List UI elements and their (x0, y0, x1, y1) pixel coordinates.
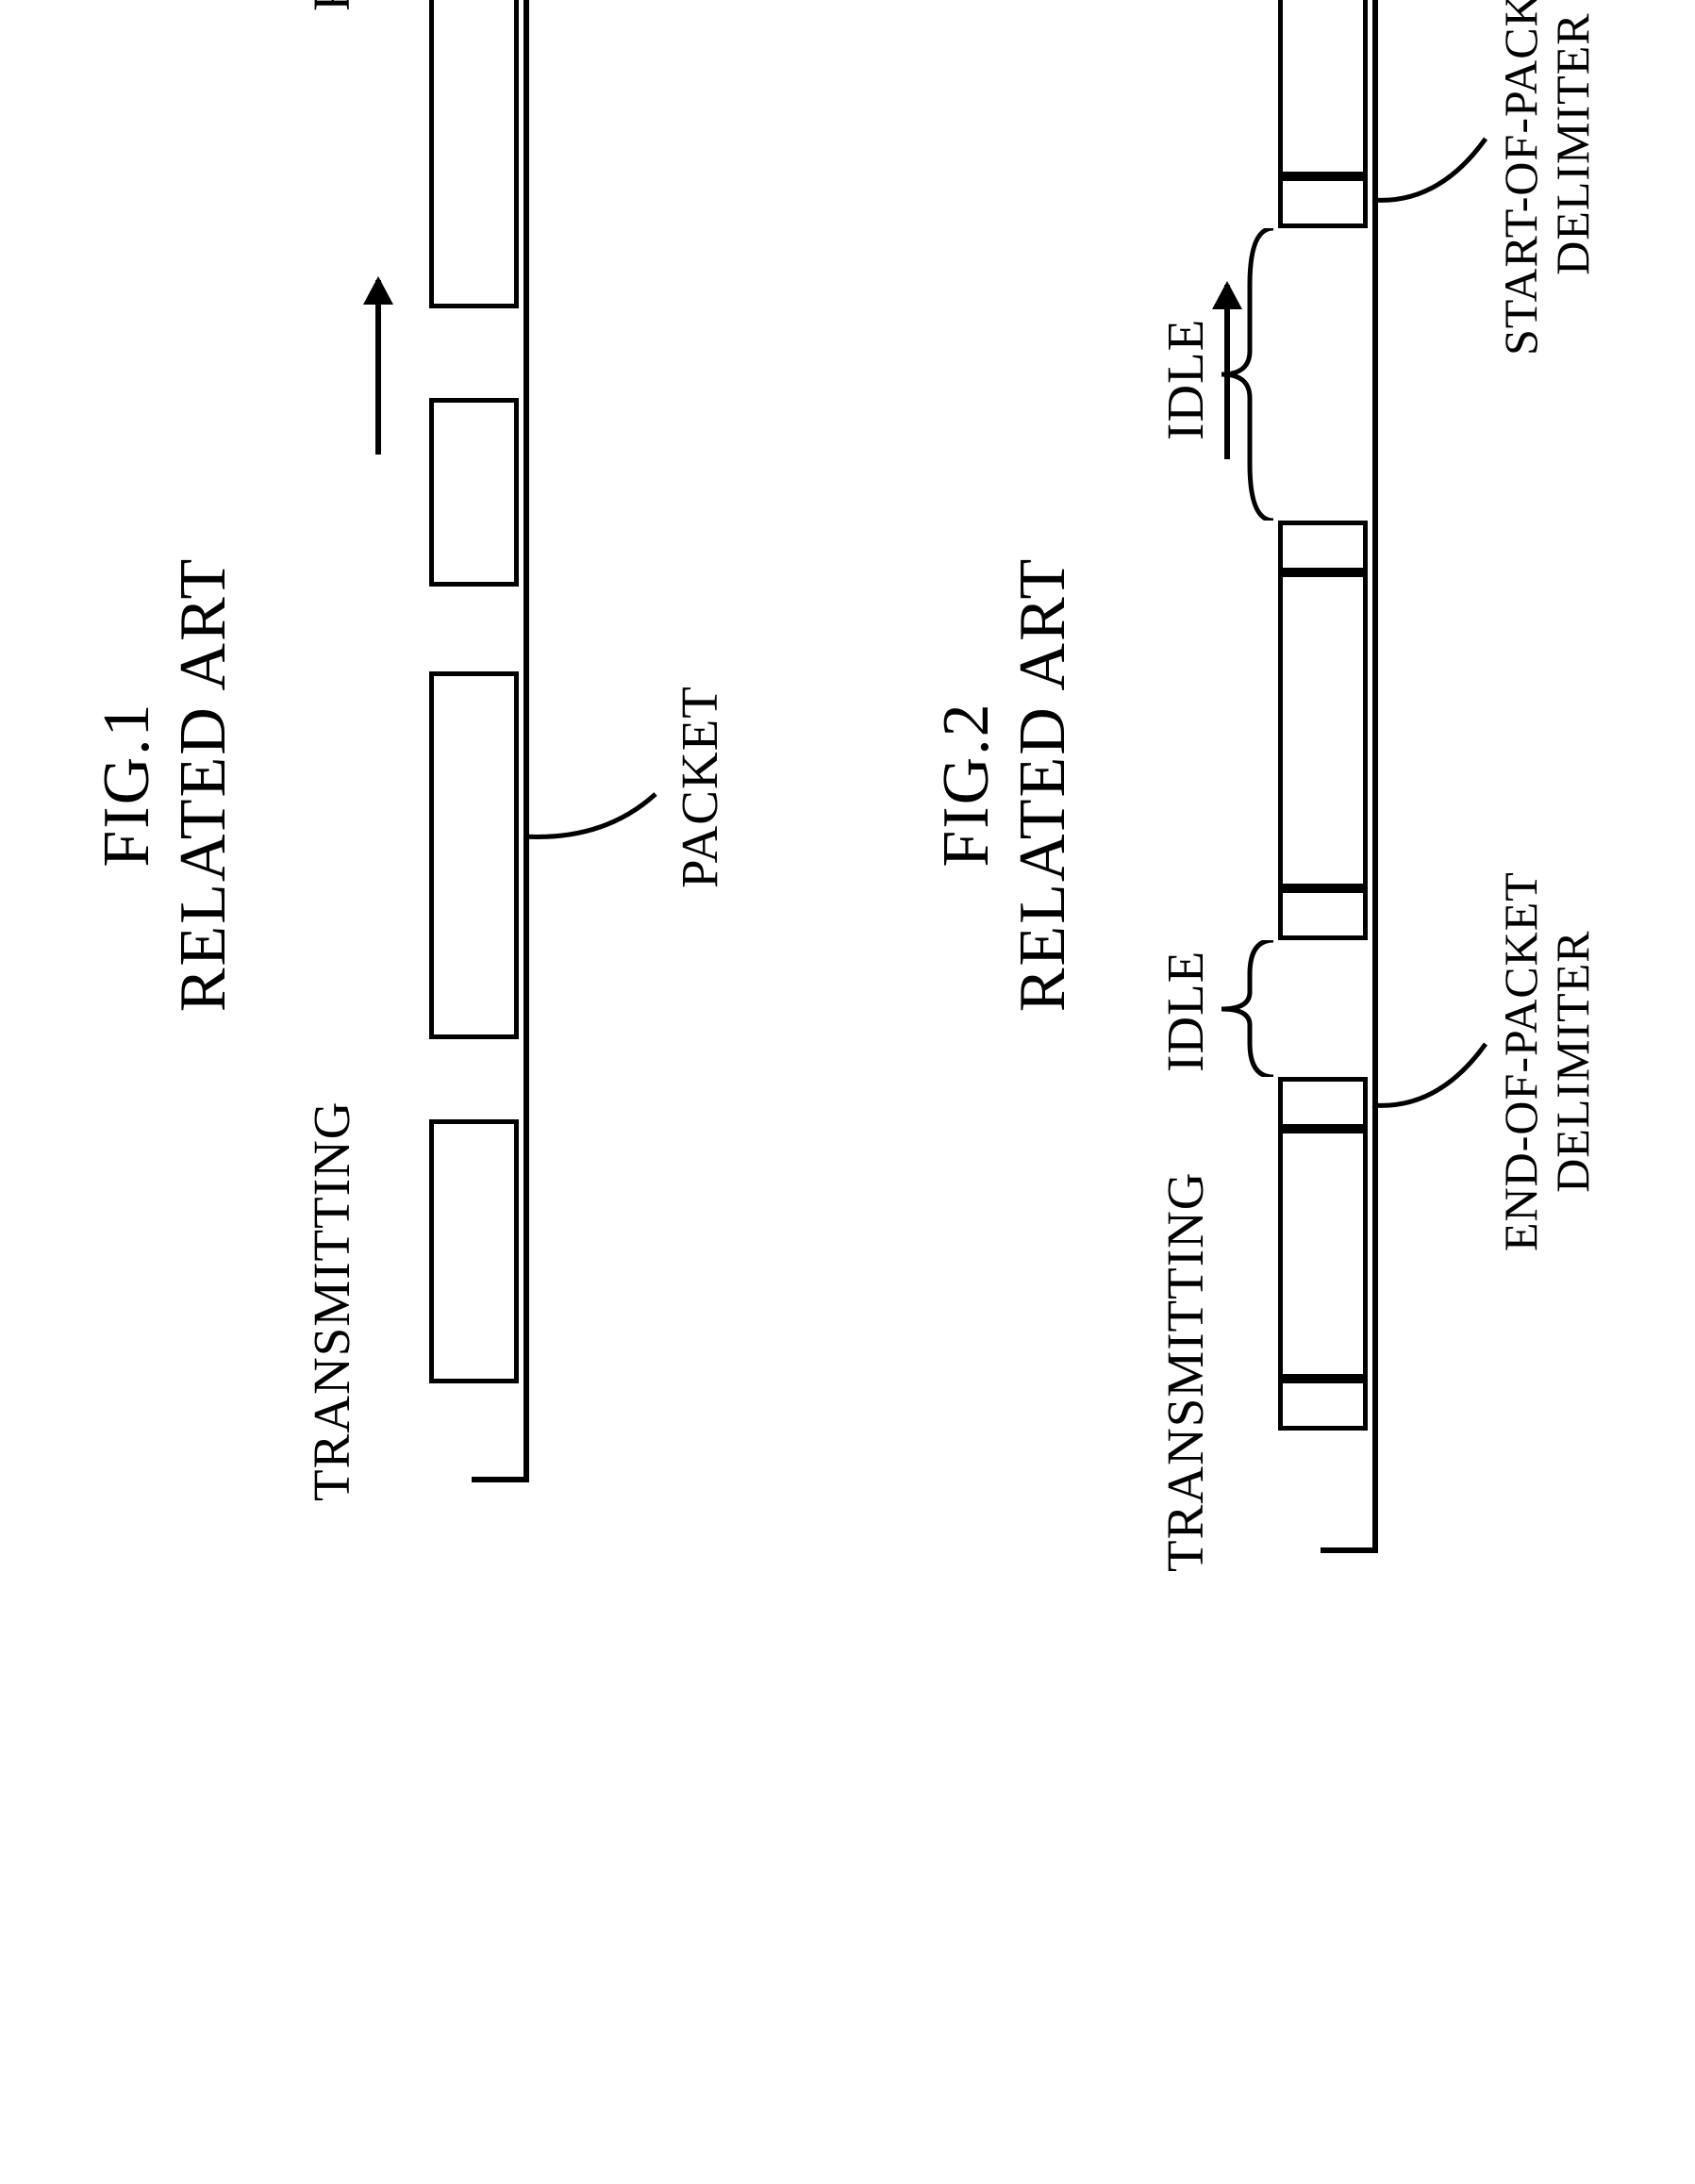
fig2-eop-line2: DELIMITER (1546, 930, 1599, 1192)
fig2-title: FIG.2 RELATED ART (929, 557, 1081, 1013)
fig1-receiving-label: RECEIVING (302, 0, 361, 11)
fig1-timeline (523, 0, 529, 1482)
fig1-title-line1: FIG.1 (91, 702, 163, 867)
fig1-title-line2: RELATED ART (167, 557, 240, 1013)
fig1-title: FIG.1 RELATED ART (90, 557, 241, 1013)
fig2-title-line2: RELATED ART (1006, 557, 1079, 1013)
fig2-delimiter (1278, 176, 1368, 228)
fig2-eop-label: END-OF-PACKET DELIMITER (1495, 871, 1599, 1251)
fig2-transmitting-label: TRANSMITTING (1155, 1172, 1215, 1572)
fig2-sop-line2: DELIMITER (1546, 12, 1599, 274)
fig2-title-line1: FIG.2 (930, 702, 1003, 867)
fig2-idle2-label: IDLE (1155, 319, 1215, 440)
fig1-packet (429, 1119, 519, 1383)
fig2-delimiter (1278, 1379, 1368, 1431)
fig2-eop-line1: END-OF-PACKET (1494, 871, 1547, 1251)
fig2-idle1-brace (1217, 940, 1278, 1077)
fig2-delimiter (1278, 521, 1368, 572)
fig1-packet (429, 398, 519, 587)
fig2-packet (1278, 1129, 1368, 1379)
fig2-delimiter (1278, 888, 1368, 940)
fig2-sop-line1: START-OF-PACKET (1494, 0, 1547, 356)
fig2-idle2-brace (1217, 228, 1278, 521)
fig1-packet-callout (0, 0, 1695, 1695)
fig1-packet (429, 0, 519, 308)
fig1-direction-arrow (375, 280, 381, 455)
fig2-eop-callout (0, 0, 1695, 1695)
fig2-idle1-label: IDLE (1155, 951, 1215, 1072)
fig2-sop-label: START-OF-PACKET DELIMITER (1495, 0, 1599, 356)
fig1-packet-label: PACKET (670, 686, 729, 888)
fig2-delimiter (1278, 1077, 1368, 1129)
fig2-packet (1278, 572, 1368, 888)
figure-canvas: FIG.1 RELATED ART TRANSMITTING RECEIVING… (0, 0, 1695, 1695)
fig2-packet (1278, 0, 1368, 176)
fig1-packet (429, 671, 519, 1039)
fig1-transmitting-label: TRANSMITTING (302, 1101, 361, 1501)
fig2-sop-callout (0, 0, 1695, 1695)
fig2-timeline (1372, 0, 1378, 1553)
